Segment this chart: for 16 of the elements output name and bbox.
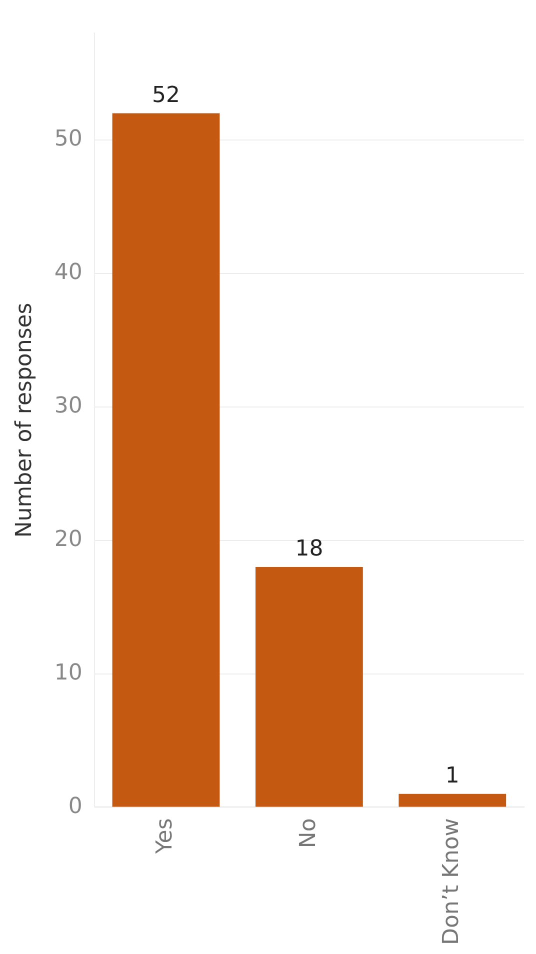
data-label: 1 [445, 764, 460, 789]
bar [112, 113, 220, 807]
y-tick-label: 20 [54, 527, 82, 552]
y-axis-title: Number of responses [12, 302, 37, 538]
x-tick-label: Don’t Know [439, 818, 464, 945]
x-tick-label: No [296, 818, 321, 848]
y-tick-label: 30 [54, 394, 82, 419]
data-label: 18 [295, 536, 324, 562]
y-tick-label: 0 [68, 794, 82, 819]
y-tick-label: 10 [54, 660, 82, 686]
x-tick-label: Yes [152, 818, 178, 855]
data-label: 52 [152, 82, 180, 108]
bar [255, 567, 363, 807]
y-tick-label: 50 [54, 126, 82, 152]
y-tick-label: 40 [54, 260, 82, 286]
bar [398, 794, 506, 807]
